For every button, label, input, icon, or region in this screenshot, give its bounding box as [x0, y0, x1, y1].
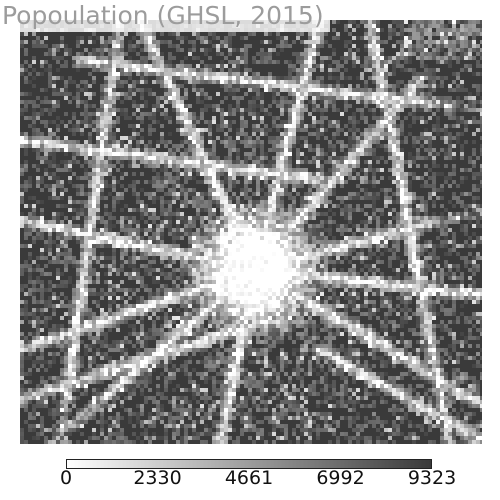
colorbar-tick-label: 9323 — [407, 467, 457, 489]
colorbar — [66, 459, 432, 469]
population-raster — [20, 20, 482, 444]
colorbar-tick-label: 0 — [59, 467, 73, 489]
colorbar-tick-label: 6992 — [316, 467, 365, 489]
colorbar-tick-labels: 0 2330 4661 6992 9323 — [0, 466, 500, 496]
map-title: Popoulation (GHSL, 2015) — [0, 0, 330, 32]
colorbar-tick-label: 2330 — [133, 467, 182, 489]
colorbar-tick-label: 4661 — [224, 467, 274, 489]
population-map — [20, 20, 482, 444]
